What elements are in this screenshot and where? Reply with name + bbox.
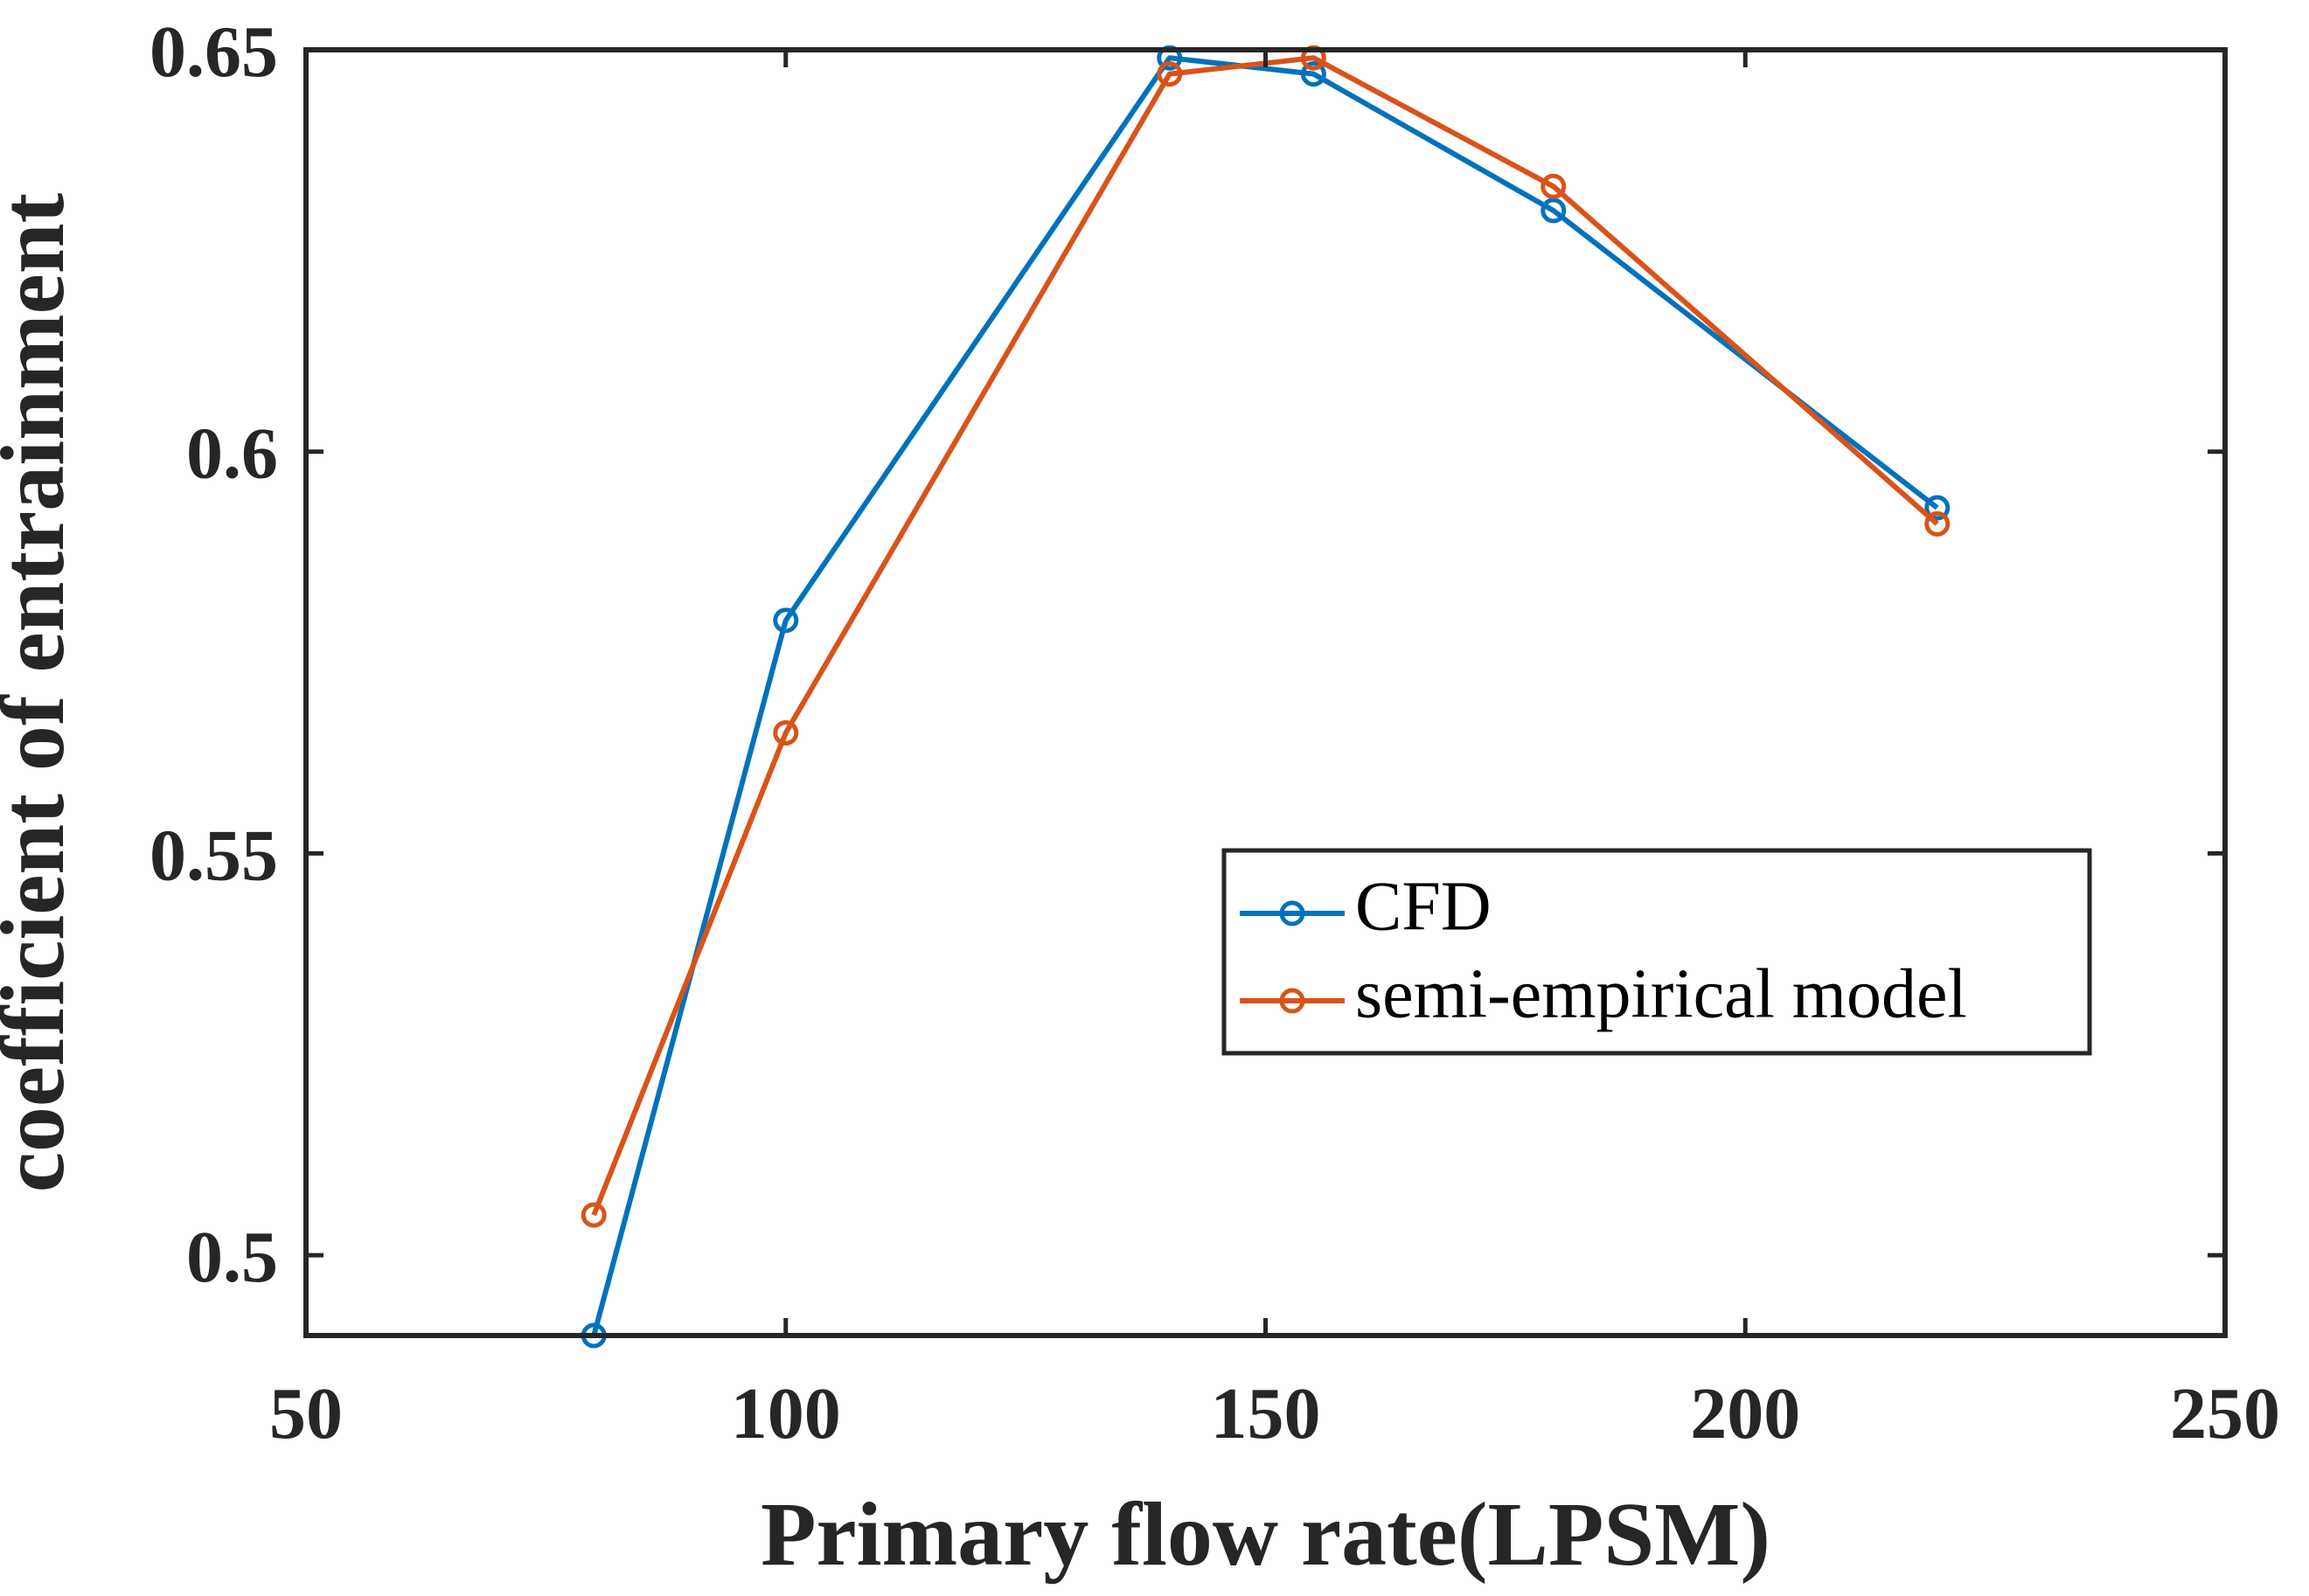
y-axis-title: coefficient of entrainment [0,192,83,1192]
x-tick-label: 150 [1211,1373,1321,1454]
data-point-semi-empirical-model [1157,61,1183,87]
x-tick-label: 250 [2170,1373,2280,1454]
tick-marks [303,47,2228,1336]
data-point-semi-empirical-model [1924,510,1951,537]
series-line-semi-empirical-model [591,55,1939,1217]
x-tick-label: 100 [731,1373,841,1454]
legend-swatch-marker-semi-empirical-model [1279,988,1305,1014]
series-layer [581,45,1951,1349]
y-tick-label: 0.65 [150,11,278,93]
data-point-cfd [1540,198,1567,224]
legend-entry-cfd: CFD [1240,868,1492,945]
legend-label-semi-empirical-model: semi-empirical model [1355,955,1967,1032]
x-tick-label: 50 [269,1373,343,1454]
data-point-cfd [1924,495,1951,521]
legend-entry-semi-empirical-model: semi-empirical model [1240,955,1967,1032]
data-point-semi-empirical-model [773,719,799,746]
data-point-semi-empirical-model [1540,173,1567,199]
y-tick-label: 0.55 [150,815,278,896]
legend-label-cfd: CFD [1355,868,1492,945]
y-tick-labels: 0.5 0.55 0.6 0.65 [150,11,278,1298]
y-tick-label: 0.5 [186,1217,278,1298]
data-point-cfd [773,607,799,634]
x-axis-title: Primary flow rate(LPSM) [761,1484,1770,1585]
x-tick-labels: 50 100 150 200 250 [269,1373,2280,1454]
legend: CFD semi-empirical model [1221,848,2092,1056]
data-point-semi-empirical-model [581,1202,607,1228]
x-tick-label: 200 [1690,1373,1800,1454]
data-point-cfd [1300,61,1326,87]
legend-box [1221,848,2092,1056]
legend-swatch-marker-cfd [1279,900,1305,926]
y-tick-label: 0.6 [186,413,278,495]
